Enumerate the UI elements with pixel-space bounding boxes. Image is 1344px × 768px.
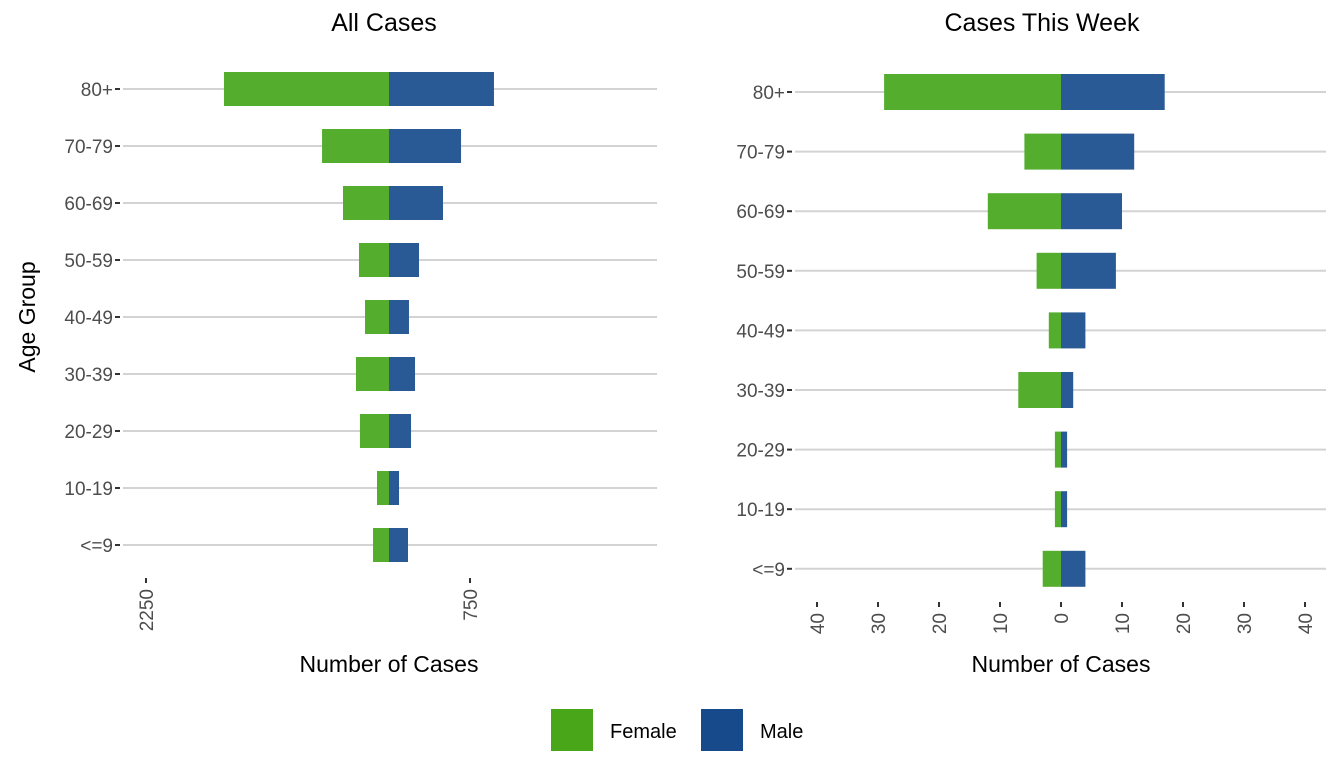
bar-male-7079 [1061,133,1135,170]
y-tick-label: 80+ [753,83,785,104]
y-tick-label: 20-29 [736,441,785,462]
bar-female-4049 [1048,312,1061,349]
bar-male-6069 [389,186,443,220]
bar-female-6069 [342,186,389,220]
bar-female-5059 [358,243,389,277]
bar-female-80+ [223,72,389,106]
x-tick-label: 30 [1235,613,1256,634]
bar-male-9 [389,528,409,562]
y-tick-label: 50-59 [64,251,113,272]
x-axis: 2250 750 [137,578,482,631]
bar-female-1019 [1054,491,1061,528]
x-axis-title-all-cases: Number of Cases [300,651,479,677]
bar-male-4049 [1061,312,1086,349]
x-tick-label: 2250 [137,589,158,631]
y-tick-label: <=9 [752,560,785,581]
x-tick-label: 10 [1113,613,1134,634]
bar-male-80+ [1061,74,1165,110]
bar-male-5059 [389,243,420,277]
x-tick-label: 20 [1174,613,1195,634]
x-tick-label: 0 [1052,613,1073,624]
bar-female-80+ [884,74,1061,110]
bar-female-7079 [322,129,389,163]
bar-male-1019 [389,471,400,505]
bar-female-3039 [1018,372,1061,408]
y-tick-label: 10-19 [64,479,113,500]
bar-male-3039 [1061,372,1074,408]
bar-male-3039 [389,357,416,391]
x-tick-label: 40 [1296,613,1317,634]
bars [223,72,494,562]
bar-female-7079 [1024,133,1061,170]
bar-male-2029 [1061,431,1068,468]
x-axis: 40 30 20 10 0 10 20 30 40 [808,602,1317,634]
y-tick-label: 40-49 [64,308,113,329]
y-tick-label: 70-79 [64,137,113,158]
y-tick-label: 30-39 [64,365,113,386]
bar-female-9 [373,528,389,562]
y-tick-label: 40-49 [736,321,785,342]
legend-label-male: Male [760,721,803,743]
y-tick-label: 30-39 [736,381,785,402]
bar-male-4049 [389,300,409,334]
y-tick-label: 60-69 [64,194,113,215]
bar-male-2029 [389,414,412,448]
bar-male-5059 [1061,252,1116,289]
chart-title-all-cases: All Cases [331,9,437,37]
y-tick-label: 60-69 [736,202,785,223]
bar-female-2029 [359,414,389,448]
x-tick-label: 20 [930,613,951,634]
x-tick-label: 750 [461,589,482,621]
legend-key-male [701,709,743,751]
chart-title-cases-this-week: Cases This Week [945,9,1140,37]
bar-female-5059 [1036,252,1061,289]
bar-female-4049 [365,300,389,334]
bar-female-3039 [355,357,389,391]
bar-female-6069 [987,193,1061,230]
bar-female-9 [1042,550,1061,587]
bar-male-9 [1061,550,1086,587]
y-axis: <=9 10-19 20-29 30-39 40-49 50-59 60-69 70-79 80… [736,83,792,581]
legend-label-female: Female [610,721,677,743]
bar-male-1019 [1061,491,1068,528]
bar-female-2029 [1054,431,1061,468]
y-tick-label: 70-79 [736,143,785,164]
bar-male-7079 [389,129,462,163]
y-tick-label: <=9 [80,536,113,557]
y-axis-title: Age Group [14,261,40,372]
x-tick-label: 40 [808,613,829,634]
bar-male-6069 [1061,193,1122,230]
bar-male-80+ [389,72,494,106]
y-axis: <=9 10-19 20-29 30-39 40-49 50-59 60-69 70-79 80… [64,80,120,557]
y-tick-label: 10-19 [736,500,785,521]
legend-key-female [551,709,593,751]
x-tick-label: 30 [869,613,890,634]
panel-all-cases: All Cases Number of Cases Age Group <=9 1… [14,9,657,677]
x-axis-title-cases-this-week: Number of Cases [972,651,1151,677]
bars [884,74,1165,587]
panel-cases-this-week: Cases This Week Number of Cases <=9 10-19… [736,9,1326,677]
legend: Female Male [551,709,803,751]
bar-female-1019 [377,471,389,505]
y-tick-label: 80+ [81,80,113,101]
x-tick-label: 10 [991,613,1012,634]
y-tick-label: 50-59 [736,262,785,283]
y-tick-label: 20-29 [64,422,113,443]
